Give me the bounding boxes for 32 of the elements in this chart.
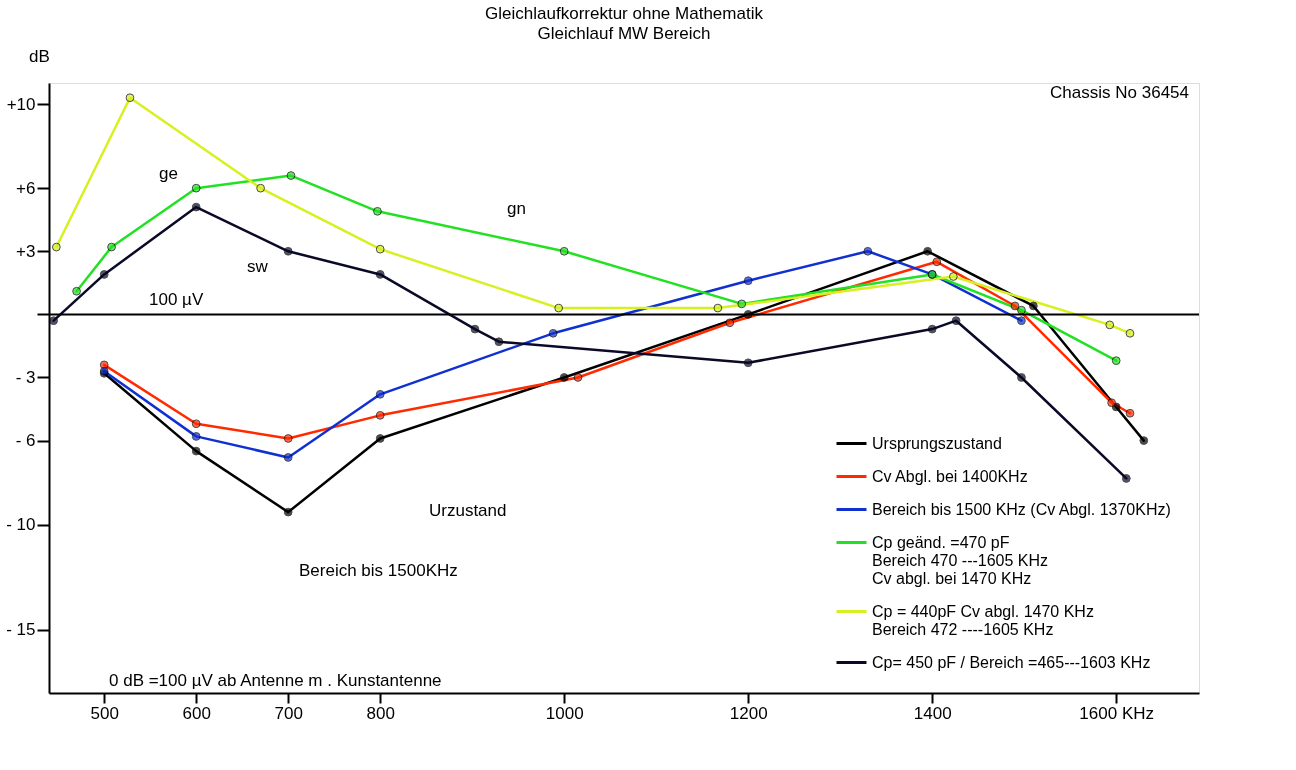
x-tick-label: 1000 — [545, 703, 584, 723]
y-tick-label: +3 — [16, 241, 36, 261]
annotation: Urzustand — [429, 501, 507, 520]
y-tick-label: +6 — [16, 178, 36, 198]
x-tick-label: 500 — [90, 703, 119, 723]
x-tick-label: 800 — [366, 703, 395, 723]
annotation: 100 µV — [149, 290, 204, 309]
legend-label: Cv Abgl. bei 1400KHz — [872, 467, 1028, 485]
y-tick-label: - 15 — [6, 620, 36, 640]
y-tick-label: +10 — [6, 94, 36, 114]
x-tick-label: 1600 KHz — [1079, 703, 1155, 723]
annotation: sw — [247, 257, 269, 276]
annotation: Bereich bis 1500KHz — [299, 561, 458, 580]
annotation: Chassis No 36454 — [1050, 83, 1189, 102]
legend-label: Ursprungszustand — [872, 434, 1002, 452]
legend-label: Cp geänd. =470 pF Bereich 470 ---1605 KHz Cv abgl. bei 1470 KHz — [872, 533, 1049, 587]
chart-subtitle: Gleichlauf MW Bereich — [537, 24, 711, 43]
x-tick-label: 1400 — [913, 703, 952, 723]
y-tick-label: - 6 — [15, 431, 36, 451]
legend-label: Cp = 440pF Cv abgl. 1470 KHz Bereich 472 ----1605 KHz — [872, 602, 1094, 638]
y-tick-label: - 10 — [6, 515, 36, 535]
x-tick-label: 700 — [274, 703, 303, 723]
y-tick-label: - 3 — [15, 367, 36, 387]
x-tick-label: 1200 — [729, 703, 768, 723]
legend-label: Cp= 450 pF / Bereich =465---1603 KHz — [872, 653, 1151, 671]
annotation: ge — [159, 164, 178, 183]
annotation: gn — [507, 199, 526, 218]
annotation: 0 dB =100 µV ab Antenne m . Kunstantenne — [109, 671, 442, 690]
chart-title: Gleichlaufkorrektur ohne Mathematik — [485, 4, 764, 23]
x-tick-label: 600 — [182, 703, 211, 723]
legend-label: Bereich bis 1500 KHz (Cv Abgl. 1370KHz) — [872, 500, 1171, 518]
y-axis-title: dB — [29, 46, 50, 66]
